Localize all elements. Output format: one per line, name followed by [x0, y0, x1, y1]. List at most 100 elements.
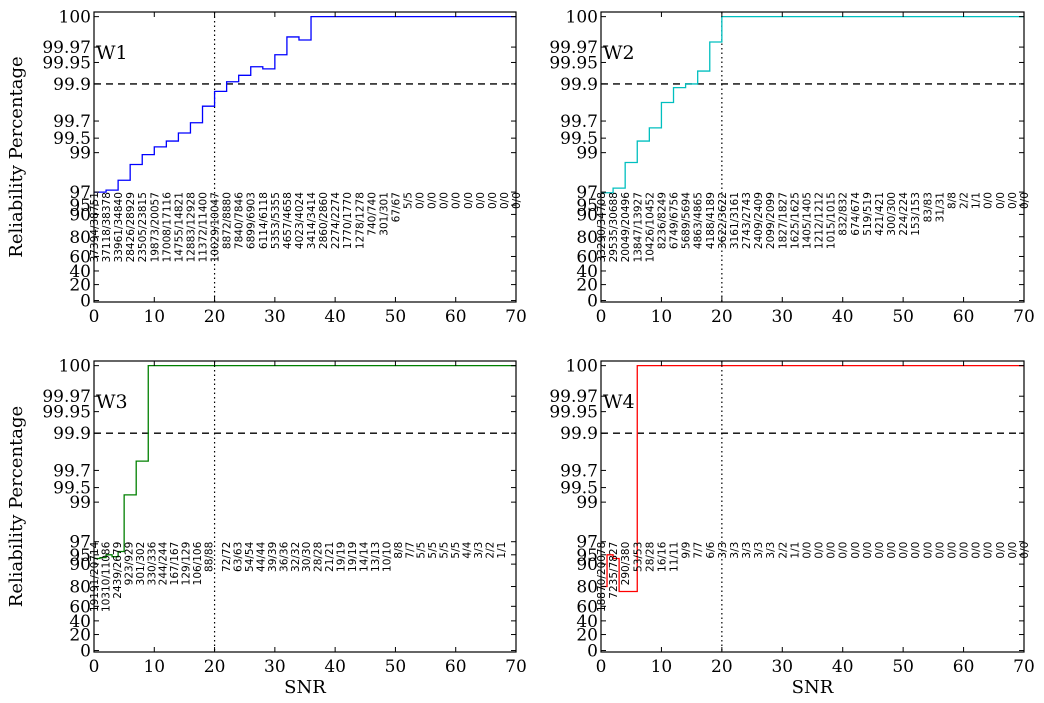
count-annotation: 0/0 [995, 542, 1007, 559]
x-tick-label: 60 [445, 657, 467, 677]
count-annotation: 63/63 [232, 542, 244, 572]
x-tick-label: 40 [324, 657, 346, 677]
y-tick-label: 60 [69, 247, 91, 267]
count-annotation: 4863/4865 [693, 192, 705, 249]
count-annotation: 1015/1015 [826, 192, 838, 249]
count-annotation: 0/0 [1019, 542, 1031, 559]
count-annotation: 1/1 [971, 192, 983, 209]
count-annotation: 18870/20078 [596, 542, 608, 612]
x-tick-label: 0 [89, 657, 100, 677]
count-annotation: 3/3 [717, 542, 729, 559]
count-annotation: 167/167 [169, 542, 181, 586]
y-tick-label: 40 [576, 262, 598, 282]
count-annotation: 2439/2679 [112, 542, 124, 599]
y-tick-label: 95 [69, 196, 91, 216]
count-annotation: 300/300 [886, 192, 898, 236]
x-tick-label: 50 [385, 307, 407, 327]
panel-title: W3 [96, 391, 128, 413]
x-tick-label: 10 [651, 307, 673, 327]
y-tick-label: 95 [576, 546, 598, 566]
y-tick-label: 97 [576, 183, 598, 203]
count-annotation: 14755/14821 [173, 192, 185, 262]
series-line [601, 365, 1024, 593]
count-annotation: 1625/1625 [789, 192, 801, 249]
count-annotation: 3622/3622 [717, 192, 729, 249]
count-annotation: 674/674 [850, 192, 862, 236]
count-annotation: 0/0 [814, 542, 826, 559]
x-tick-label: 50 [892, 307, 914, 327]
count-annotation: 2274/2274 [330, 192, 342, 249]
x-tick-label: 10 [651, 657, 673, 677]
x-tick-label: 30 [264, 657, 286, 677]
y-tick-label: 99.95 [42, 53, 91, 73]
count-annotation: 7840/7846 [234, 192, 246, 249]
x-tick-label: 70 [1013, 307, 1035, 327]
count-annotation: 1770/1770 [342, 192, 354, 249]
x-tick-label: 50 [385, 657, 407, 677]
count-annotation: 0/0 [463, 192, 475, 209]
count-annotation: 28/28 [313, 542, 325, 572]
count-annotation: 1827/1827 [777, 192, 789, 249]
count-annotation: 31/31 [934, 192, 946, 222]
count-annotation: 0/0 [511, 192, 523, 209]
count-annotation: 2/2 [484, 542, 496, 559]
y-tick-label: 99.9 [560, 75, 598, 95]
count-annotation: 3414/3414 [306, 192, 318, 249]
x-tick-label: 70 [1013, 657, 1035, 677]
x-tick-label: 20 [711, 657, 733, 677]
count-annotation: 10310/11086 [100, 541, 112, 612]
chart-panel-4: 18870/20078 7235/7827 290/380 53/53 28/28 16/… [549, 357, 1034, 698]
series-line [94, 365, 516, 560]
count-annotation: 740/740 [366, 192, 378, 236]
count-annotation: 0/0 [801, 542, 813, 559]
y-tick-label: 99.95 [42, 403, 91, 423]
count-annotation: 5/5 [450, 542, 462, 559]
count-annotation: 832/832 [838, 192, 850, 236]
count-annotation: 14/14 [358, 541, 370, 572]
count-annotation: 224/224 [898, 192, 910, 236]
count-annotation: 0/0 [487, 192, 499, 209]
count-annotation: 3161/3161 [729, 192, 741, 249]
count-annotation: 0/0 [439, 192, 451, 209]
x-tick-label: 60 [953, 657, 975, 677]
count-annotation: 0/0 [427, 192, 439, 209]
y-tick-label: 99.95 [549, 403, 598, 423]
y-tick-label: 80 [69, 228, 91, 248]
x-tick-label: 70 [505, 307, 527, 327]
count-annotation: 5/5 [416, 542, 428, 559]
count-annotation: 0/0 [874, 542, 886, 559]
y-tick-label: 99 [576, 144, 598, 164]
count-annotation: 153/153 [910, 192, 922, 236]
count-annotation: 5/5 [427, 542, 439, 559]
count-annotation: 519/519 [862, 192, 874, 236]
y-tick-label: 99.5 [560, 479, 598, 499]
plot-frame [600, 11, 1025, 303]
count-annotation: 11372/11400 [198, 192, 210, 262]
count-annotation: 1405/1405 [801, 192, 813, 249]
count-annotation: 0/0 [499, 192, 511, 209]
y-tick-label: 97 [69, 183, 91, 203]
count-annotation: 0/0 [415, 192, 427, 209]
count-annotation: 29535/30688 [608, 192, 620, 262]
count-annotation: 5353/5355 [270, 192, 282, 249]
count-annotation: 0/0 [922, 542, 934, 559]
y-tick-label: 99.7 [53, 461, 91, 481]
x-tick-label: 10 [143, 307, 165, 327]
count-annotation: 301/301 [378, 192, 390, 236]
count-annotation: 0/0 [934, 542, 946, 559]
count-annotation: 36/36 [278, 541, 290, 572]
y-tick-label: 90 [69, 555, 91, 575]
count-annotation: 6/6 [705, 541, 717, 558]
chart-panel-2: 33290/34708 29535/30688 20049/20496 13847/1… [549, 8, 1034, 327]
count-annotation: 8/8 [946, 192, 958, 209]
count-annotation: 19191/20714 [89, 541, 101, 612]
count-annotation: 6749/6756 [669, 192, 681, 249]
x-tick-label: 10 [143, 657, 165, 677]
count-annotation: 421/421 [874, 192, 886, 236]
count-annotation: 3/3 [729, 542, 741, 559]
count-annotation: 16/16 [656, 541, 668, 572]
y-tick-label: 99.7 [53, 112, 91, 132]
count-annotation: 5/5 [402, 192, 414, 209]
count-annotation: 17008/17116 [161, 192, 173, 263]
y-tick-label: 100 [59, 357, 91, 377]
